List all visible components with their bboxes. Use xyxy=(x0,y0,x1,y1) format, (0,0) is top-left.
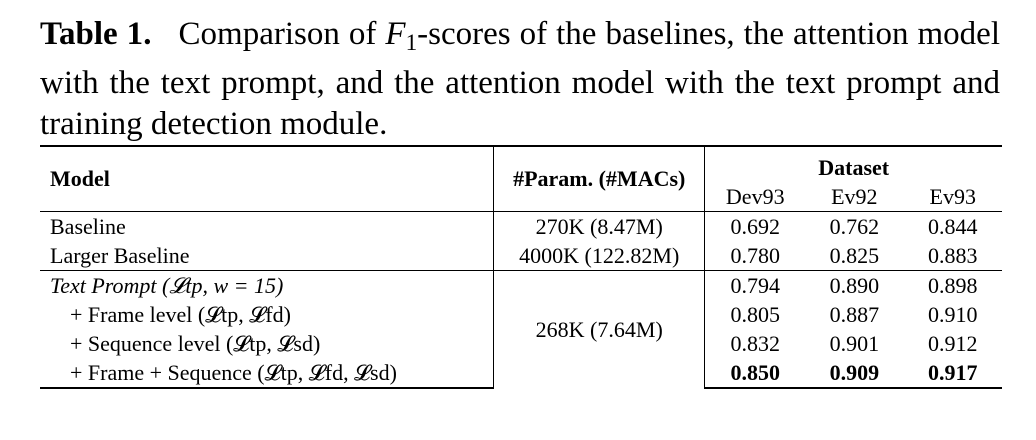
header-ev93: Ev93 xyxy=(903,182,1002,212)
results-table: Model #Param. (#MACs) Dataset Dev93 Ev92… xyxy=(40,145,1002,389)
row-value: 0.883 xyxy=(928,242,978,268)
row-value: 0.850 xyxy=(704,358,806,389)
table-row: Text Prompt (𝓛tp, w = 15) 268K (7.64M) 0… xyxy=(40,270,1002,388)
row-value: 0.898 xyxy=(903,270,1002,300)
row-value: 0.762 xyxy=(829,213,880,239)
table-row: + Sequence level (𝓛tp, 𝓛sd) 0.832 0.901 … xyxy=(40,329,1002,358)
header-dev93: Dev93 xyxy=(704,182,806,212)
row-model: + Sequence level (𝓛tp, 𝓛sd) xyxy=(70,330,321,356)
row-model: Larger Baseline xyxy=(50,242,190,268)
table-caption: Table 1. Comparison of F1-scores of the … xyxy=(40,16,1000,142)
row-value: 0.832 xyxy=(730,330,781,356)
row-params-shared: 268K (7.64M) xyxy=(493,270,706,388)
table-row: Baseline 270K (8.47M) 0.692 0.762 0.844 xyxy=(40,211,1002,241)
caption-text-2: -scores of the baselines, the attention … xyxy=(40,16,1000,142)
row-model: + Frame + Sequence (𝓛tp, 𝓛fd, 𝓛sd) xyxy=(40,358,494,389)
row-value: 0.910 xyxy=(928,301,978,327)
row-value: 0.912 xyxy=(928,330,978,356)
header-model: Model xyxy=(40,145,494,212)
row-value: 0.917 xyxy=(903,358,1002,389)
row-model: + Frame level (𝓛tp, 𝓛fd) xyxy=(70,301,291,327)
row-value: 0.825 xyxy=(829,242,880,268)
caption-math: F1 xyxy=(385,16,418,55)
row-value: 0.909 xyxy=(805,358,904,389)
row-value: 0.887 xyxy=(829,301,880,327)
header-ev92: Ev92 xyxy=(805,182,904,212)
table-row: + Frame + Sequence (𝓛tp, 𝓛fd, 𝓛sd) 0.850… xyxy=(40,358,1002,389)
table-row: + Frame level (𝓛tp, 𝓛fd) 0.805 0.887 0.9… xyxy=(40,300,1002,329)
row-params: 270K (8.47M) xyxy=(493,211,706,241)
header-params: #Param. (#MACs) xyxy=(493,145,706,212)
row-value: 0.901 xyxy=(829,330,880,356)
header-dataset: Dataset xyxy=(704,145,1002,182)
row-value: 0.692 xyxy=(730,213,781,239)
row-value: 0.805 xyxy=(730,301,781,327)
caption-text-1: Comparison of xyxy=(178,16,386,52)
row-value: 0.780 xyxy=(730,242,781,268)
table-row: Larger Baseline 4000K (122.82M) 0.780 0.… xyxy=(40,241,1002,271)
row-model: Text Prompt (𝓛tp, w = 15) xyxy=(40,270,494,300)
row-value: 0.890 xyxy=(805,270,904,300)
row-params: 4000K (122.82M) xyxy=(493,241,706,271)
row-value: 0.794 xyxy=(704,270,806,300)
caption-label: Table 1 xyxy=(40,16,144,52)
row-value: 0.844 xyxy=(928,213,978,239)
row-model: Baseline xyxy=(50,213,126,239)
